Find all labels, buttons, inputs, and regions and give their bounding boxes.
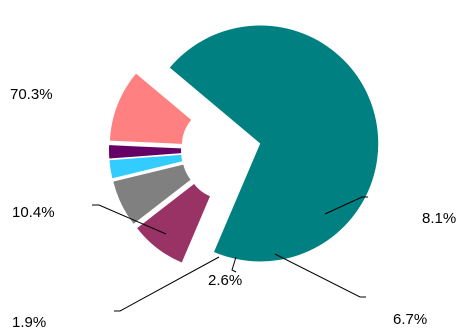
- slice-label-5: 1.9%: [12, 314, 46, 331]
- leader-line-5: [114, 256, 220, 312]
- slice-label-1: 70.3%: [10, 86, 53, 103]
- pie-slice-4: [109, 154, 183, 179]
- leader-line-6: [92, 204, 167, 235]
- pie-slice-6: [109, 73, 192, 144]
- slice-label-3: 6.7%: [393, 311, 427, 328]
- pie-slice-5: [109, 145, 182, 159]
- slice-label-2: 8.1%: [422, 210, 456, 227]
- pie-slices: [109, 25, 379, 263]
- leader-lines: [92, 196, 368, 312]
- slice-label-4: 2.6%: [208, 272, 242, 289]
- slice-label-6: 10.4%: [12, 204, 55, 221]
- pie-slice-2: [137, 183, 210, 263]
- leader-line-2: [324, 196, 368, 215]
- slice-labels: 70.3% 8.1% 6.7% 2.6% 1.9% 10.4%: [10, 86, 456, 331]
- leader-line-4: [231, 256, 237, 273]
- pie-slice-3: [113, 164, 191, 224]
- pie-slice-1: [169, 25, 379, 262]
- leader-line-3: [274, 253, 366, 298]
